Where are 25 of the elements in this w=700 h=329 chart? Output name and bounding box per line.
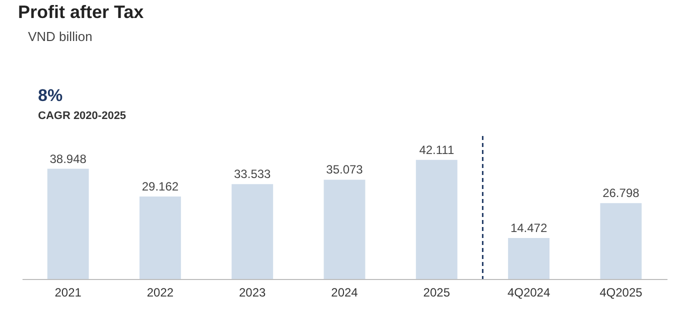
bar [416,160,458,279]
chart-title: Profit after Tax [18,2,144,23]
data-label: 42.111 [419,142,454,157]
x-tick-label: 2023 [239,286,266,300]
bar [139,196,181,279]
chart-subtitle: VND billion [28,29,92,44]
bar [600,203,642,279]
bar [232,184,274,279]
data-label: 29.162 [142,179,179,194]
data-label: 35.073 [326,162,364,177]
x-tick-label: 2025 [423,286,450,300]
data-label: 14.472 [510,221,548,236]
bar [324,180,366,279]
x-tick-label: 2021 [54,286,82,300]
text: CAGR 2020-2025 [38,110,126,122]
x-tick-label: 2024 [331,286,358,300]
x-tick-label: 2022 [146,286,174,300]
bar [47,168,89,279]
data-label: 26.798 [602,186,640,200]
bar [508,238,550,279]
x-tick-label: 4Q2025 [600,286,643,300]
x-tick-label: 4Q2024 [507,286,550,300]
data-label: 38.948 [50,152,87,166]
text: 8% [38,86,63,106]
data-label: 33.533 [234,167,272,182]
